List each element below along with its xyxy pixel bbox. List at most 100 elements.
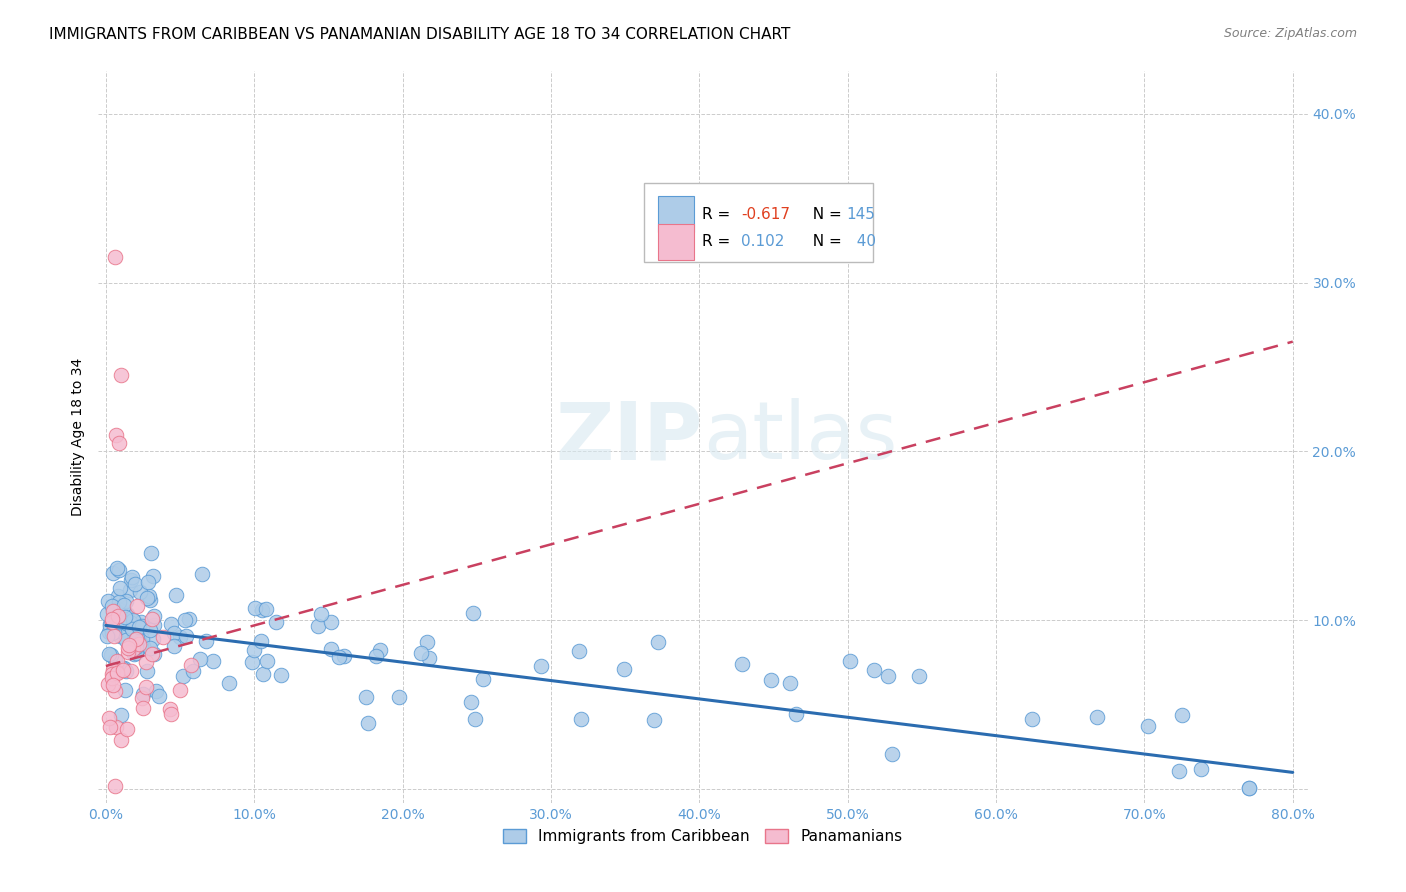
- Point: [125, 646, 148, 660]
- Point: [121, 622, 143, 636]
- Point: [127, 631, 149, 645]
- Point: [98, 647, 121, 661]
- Point: [169, 630, 191, 644]
- Point: [131, 690, 153, 705]
- Point: [242, 655, 264, 669]
- Point: [139, 623, 162, 637]
- Point: [357, 716, 380, 731]
- Point: [107, 609, 129, 624]
- Text: R =: R =: [702, 235, 740, 250]
- Point: [105, 616, 128, 631]
- Point: [101, 678, 124, 692]
- Point: [839, 655, 862, 669]
- Point: [415, 634, 437, 648]
- Point: [100, 648, 122, 662]
- Point: [142, 569, 165, 583]
- Point: [128, 620, 150, 634]
- Point: [114, 615, 136, 630]
- Text: N =: N =: [803, 207, 846, 222]
- Point: [110, 603, 132, 617]
- Point: [141, 546, 163, 560]
- Point: [148, 689, 170, 703]
- Point: [143, 647, 166, 661]
- Point: [129, 615, 152, 629]
- Text: atlas: atlas: [703, 398, 897, 476]
- Point: [731, 657, 754, 671]
- Text: IMMIGRANTS FROM CARIBBEAN VS PANAMANIAN DISABILITY AGE 18 TO 34 CORRELATION CHAR: IMMIGRANTS FROM CARIBBEAN VS PANAMANIAN …: [49, 27, 790, 42]
- Point: [103, 624, 125, 639]
- Point: [136, 574, 159, 589]
- Point: [115, 608, 138, 623]
- Point: [135, 655, 157, 669]
- Point: [105, 665, 128, 680]
- FancyBboxPatch shape: [644, 183, 873, 261]
- FancyBboxPatch shape: [658, 224, 693, 260]
- Point: [460, 695, 482, 709]
- Point: [142, 618, 165, 632]
- Point: [159, 617, 181, 632]
- Point: [132, 687, 155, 701]
- Point: [128, 635, 150, 649]
- Point: [908, 669, 931, 683]
- Point: [195, 634, 218, 648]
- Point: [252, 667, 274, 681]
- Point: [108, 436, 131, 450]
- Point: [242, 642, 264, 657]
- Point: [115, 665, 138, 679]
- Point: [129, 639, 152, 653]
- Point: [122, 613, 145, 627]
- Point: [319, 642, 342, 657]
- Point: [877, 669, 900, 683]
- Point: [115, 624, 138, 638]
- Point: [785, 706, 807, 721]
- Point: [356, 690, 378, 704]
- Point: [104, 652, 127, 666]
- Point: [252, 603, 274, 617]
- Point: [114, 683, 136, 698]
- Point: [172, 669, 194, 683]
- Point: [180, 657, 202, 672]
- Point: [319, 615, 342, 629]
- Point: [100, 616, 122, 631]
- Point: [105, 427, 128, 442]
- Point: [107, 589, 129, 603]
- Point: [122, 614, 145, 628]
- Point: [118, 638, 141, 652]
- Point: [254, 602, 277, 616]
- Point: [530, 658, 553, 673]
- Point: [108, 615, 131, 629]
- Point: [1085, 710, 1108, 724]
- Point: [141, 612, 163, 626]
- Point: [333, 648, 356, 663]
- Point: [256, 654, 278, 668]
- Point: [165, 588, 187, 602]
- Point: [111, 628, 134, 642]
- Point: [122, 647, 145, 661]
- Point: [129, 585, 152, 599]
- Point: [110, 708, 132, 723]
- Point: [142, 608, 165, 623]
- Point: [105, 665, 128, 680]
- Text: 40: 40: [846, 235, 876, 250]
- Point: [96, 629, 118, 643]
- Y-axis label: Disability Age 18 to 34: Disability Age 18 to 34: [72, 358, 86, 516]
- Point: [97, 594, 120, 608]
- Point: [131, 632, 153, 646]
- Point: [218, 675, 240, 690]
- Point: [124, 624, 146, 639]
- Point: [115, 723, 138, 737]
- Point: [101, 612, 124, 626]
- Point: [108, 629, 131, 643]
- Point: [863, 664, 886, 678]
- Point: [201, 655, 224, 669]
- Point: [163, 626, 186, 640]
- Point: [103, 779, 125, 793]
- Point: [100, 666, 122, 681]
- Point: [101, 615, 124, 630]
- Point: [145, 683, 167, 698]
- Point: [169, 683, 191, 698]
- FancyBboxPatch shape: [658, 196, 693, 232]
- Point: [370, 642, 392, 657]
- Point: [103, 663, 125, 677]
- Point: [613, 662, 636, 676]
